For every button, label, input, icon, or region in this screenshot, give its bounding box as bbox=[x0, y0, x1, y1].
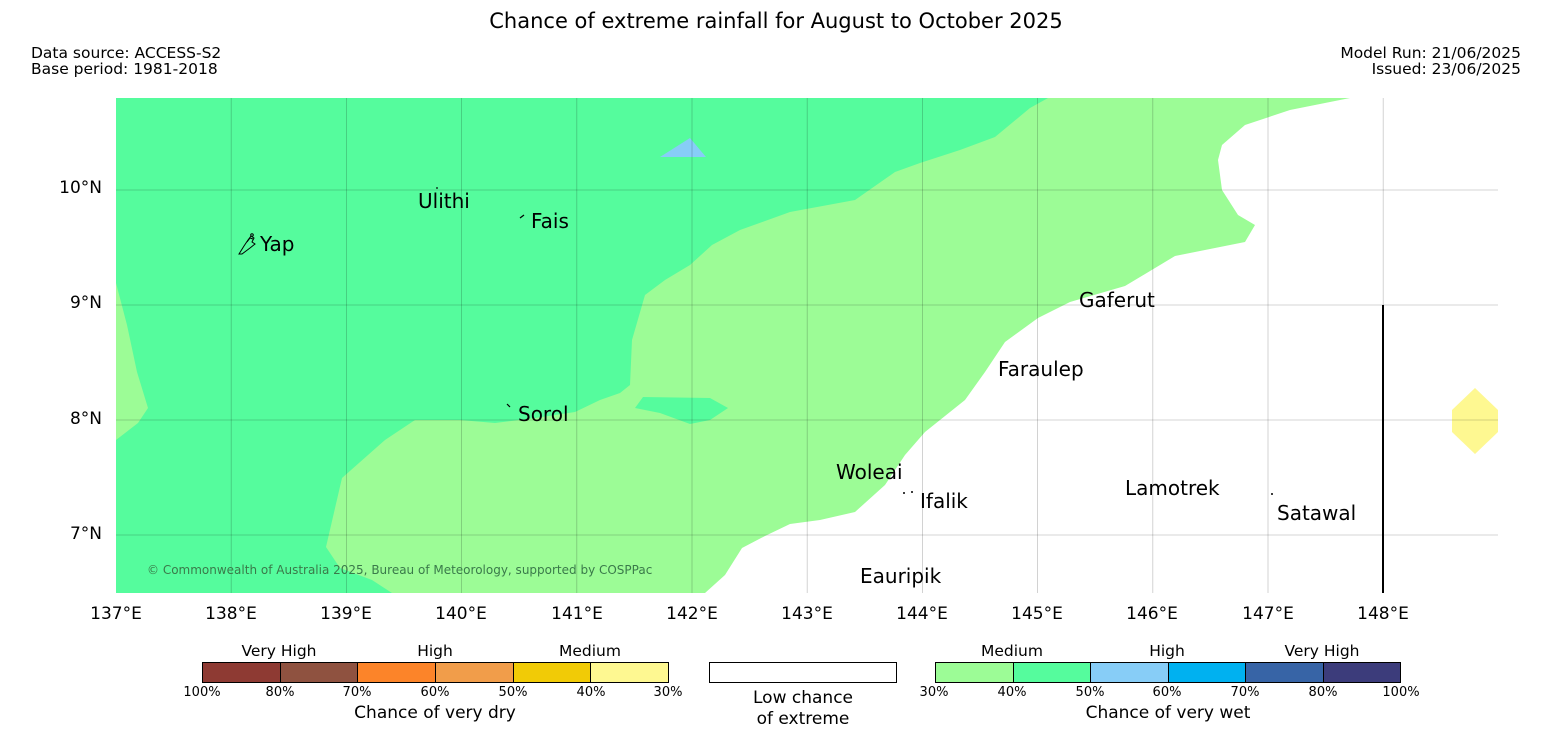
wet-category-very-high: Very High bbox=[1284, 642, 1360, 660]
place-label-ulithi: Ulithi bbox=[418, 189, 470, 213]
dry-swatch-3 bbox=[357, 663, 436, 682]
place-label-woleai: Woleai bbox=[836, 460, 903, 484]
lat-label-7n: 7°N bbox=[69, 524, 102, 544]
lat-label-8n: 8°N bbox=[69, 409, 102, 429]
dry-tick-100: 100% bbox=[183, 685, 221, 700]
wet-tick-100: 100% bbox=[1382, 685, 1420, 700]
dry-swatch-4 bbox=[435, 663, 513, 682]
wet-tick-30: 30% bbox=[919, 685, 949, 700]
place-label-satawal: Satawal bbox=[1277, 501, 1357, 525]
lon-label-143e: 143°E bbox=[781, 604, 833, 624]
wet-category-medium: Medium bbox=[981, 642, 1043, 660]
wet-colorbar-title: Chance of very wet bbox=[1085, 703, 1251, 723]
dry-tick-40: 40% bbox=[576, 685, 606, 700]
place-label-fais: Fais bbox=[531, 209, 569, 233]
place-label-lamotrek: Lamotrek bbox=[1125, 476, 1220, 500]
wet-colorbar bbox=[935, 662, 1401, 683]
wet-tick-50: 50% bbox=[1075, 685, 1105, 700]
wet-swatch-4 bbox=[1167, 663, 1245, 682]
low-chance-fill bbox=[710, 663, 896, 682]
map-title: Chance of extreme rainfall for August to… bbox=[489, 9, 1063, 33]
islet-markers bbox=[436, 187, 1273, 495]
wet-swatch-6 bbox=[1322, 663, 1400, 682]
low-chance-swatch bbox=[709, 662, 897, 683]
wet-swatch-1 bbox=[936, 663, 1013, 682]
dry-swatch-1 bbox=[203, 663, 280, 682]
place-label-eauripik: Eauripik bbox=[860, 564, 942, 588]
place-label-sorol: Sorol bbox=[518, 402, 569, 426]
wet-swatch-2 bbox=[1012, 663, 1090, 682]
wet-medium-patch bbox=[116, 283, 148, 440]
wet-category-high: High bbox=[1149, 642, 1185, 660]
lon-label-145e: 145°E bbox=[1011, 604, 1063, 624]
dry-swatch-5 bbox=[512, 663, 591, 682]
wet-tick-70: 70% bbox=[1230, 685, 1260, 700]
wet-medium-dark-region bbox=[116, 98, 1048, 593]
dry-swatch-6 bbox=[590, 663, 669, 682]
yap-island bbox=[238, 233, 256, 255]
copyright-notice: © Commonwealth of Australia 2025, Bureau… bbox=[147, 563, 653, 577]
wet-tick-40: 40% bbox=[997, 685, 1027, 700]
lon-label-142e: 142°E bbox=[666, 604, 718, 624]
low-chance-label-1: Low chance bbox=[753, 688, 853, 708]
dry-colorbar-title: Chance of very dry bbox=[354, 703, 516, 723]
lon-label-137e: 137°E bbox=[90, 604, 142, 624]
lon-label-139e: 139°E bbox=[320, 604, 372, 624]
lat-label-10n: 10°N bbox=[59, 178, 102, 198]
dry-swatch-2 bbox=[279, 663, 358, 682]
lon-label-140e: 140°E bbox=[435, 604, 487, 624]
place-label-yap: Yap bbox=[260, 232, 295, 256]
graticule bbox=[116, 98, 1498, 593]
lon-label-144e: 144°E bbox=[896, 604, 948, 624]
wet-tick-80: 80% bbox=[1308, 685, 1338, 700]
wet-tick-60: 60% bbox=[1152, 685, 1182, 700]
dry-tick-30: 30% bbox=[653, 685, 683, 700]
dry-category-medium: Medium bbox=[559, 642, 621, 660]
wet-swatch-3 bbox=[1090, 663, 1168, 682]
dry-tick-70: 70% bbox=[342, 685, 372, 700]
place-label-ifalik: Ifalik bbox=[920, 489, 968, 513]
dry-category-high: High bbox=[417, 642, 453, 660]
issued-date: Issued: 23/06/2025 bbox=[1371, 60, 1521, 78]
wet-high-patch bbox=[660, 138, 706, 157]
wet-medium-dark-patch bbox=[635, 397, 728, 424]
lon-label-148e: 148°E bbox=[1357, 604, 1409, 624]
low-chance-label-2: of extreme bbox=[756, 709, 850, 729]
dry-colorbar bbox=[202, 662, 669, 683]
wet-swatch-5 bbox=[1245, 663, 1323, 682]
dry-category-very-high: Very High bbox=[241, 642, 317, 660]
dry-tick-50: 50% bbox=[498, 685, 528, 700]
data-source: Data source: ACCESS-S2 bbox=[31, 44, 222, 62]
dry-medium-patch bbox=[1452, 388, 1498, 454]
base-period: Base period: 1981-2018 bbox=[31, 60, 218, 78]
place-label-gaferut: Gaferut bbox=[1079, 288, 1155, 312]
dry-tick-60: 60% bbox=[420, 685, 450, 700]
lon-label-138e: 138°E bbox=[205, 604, 257, 624]
lon-label-147e: 147°E bbox=[1242, 604, 1294, 624]
place-label-faraulep: Faraulep bbox=[998, 357, 1084, 381]
model-run: Model Run: 21/06/2025 bbox=[1340, 44, 1521, 62]
dry-tick-80: 80% bbox=[265, 685, 295, 700]
lat-label-9n: 9°N bbox=[69, 293, 102, 313]
lon-label-141e: 141°E bbox=[551, 604, 603, 624]
lon-label-146e: 146°E bbox=[1126, 604, 1178, 624]
